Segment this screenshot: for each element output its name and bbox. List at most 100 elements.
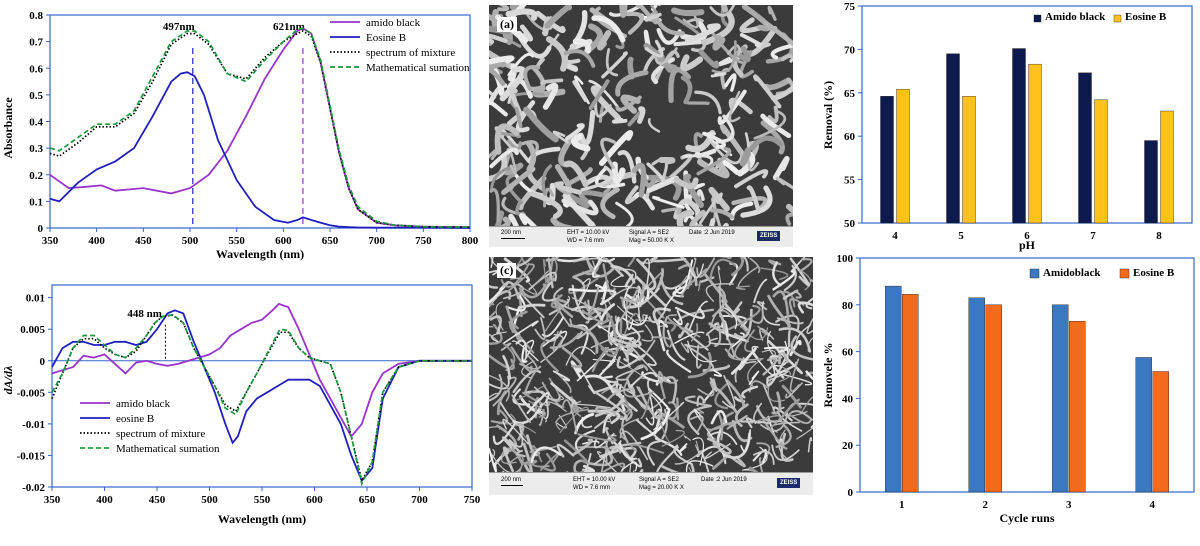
bar-amido-black [946,53,960,224]
bar-amidoblack [1052,304,1069,493]
series-line-0 [49,27,471,229]
bar-eosine-b [1028,63,1042,224]
y-tick-label: 20 [842,440,854,452]
x-tick-label: 750 [415,235,432,247]
ph-ylabel: Removal (%) [821,81,835,149]
x-tick-label: 550 [228,235,245,247]
sem-c-mag: Mag = 20.00 K X [639,485,684,491]
y-tick-label: 0.2 [29,170,43,182]
absorbance-ylabel: Absorbance [1,97,15,159]
x-tick-label: 350 [44,494,61,506]
y-tick-label: 50 [844,218,856,230]
sem-image-a: (a) 200 nm EHT = 10.00 kV WD = 7.6 mm Si… [489,5,793,247]
x-tick-label: 550 [254,494,271,506]
sem-c-info-bar: 200 nm EHT = 10.00 kV WD = 7.6 mm Signal… [489,472,813,495]
bar-eosine-b [985,304,1002,493]
y-tick-label: 0.005 [20,324,45,336]
sem-a-scale: 200 nm [501,230,522,236]
x-tick-label: 4 [1150,499,1156,511]
bar-amido-black [1144,140,1158,224]
series-line-0 [51,302,472,439]
x-tick-label: 7 [1090,230,1096,242]
ph-xlabel: pH [1019,238,1036,252]
y-tick-label: 0.5 [29,90,43,102]
sem-c-scale: 200 nm [501,477,522,483]
x-tick-label: 500 [182,235,199,247]
y-tick-label: 75 [844,1,856,13]
y-tick-label: 0.4 [29,117,43,129]
y-tick-label: 70 [844,44,856,56]
y-tick-label: 0 [848,487,854,499]
y-tick-label: 0.1 [29,196,43,208]
x-tick-label: 8 [1156,230,1162,242]
legend-label: Eosine B [366,32,406,44]
sem-a-label: (a) [497,17,517,32]
sem-a-brand-logo: ZEISS [757,231,781,241]
sem-a-date: Date :2 Jun 2019 [689,230,735,236]
sem-c-eht: EHT = 10.00 kV [573,477,616,483]
bar-eosine-b [962,96,976,224]
legend-label: Amido black [1045,11,1106,23]
sem-a-wd: WD = 7.6 mm [567,238,604,244]
y-tick-label: 0.8 [29,10,43,22]
absorbance-chart: 0 0.1 0.2 0.3 0.4 0.5 0.6 0.7 0.8 350 400 450 500 550… [1,10,479,261]
y-tick-label: 0 [38,223,44,235]
sem-a-info-bar: 200 nm EHT = 10.00 kV WD = 7.6 mm Signal… [489,226,793,247]
bar-eosine-b [1094,99,1108,224]
bar-eosine-b [902,294,919,493]
sem-a-eht: EHT = 10.00 kV [567,230,610,236]
y-tick-label: -0.005 [17,387,46,399]
y-tick-label: -0.01 [22,419,45,431]
x-tick-label: 800 [462,235,479,247]
legend-label: amido black [116,398,171,410]
legend-label: eosine B [116,413,154,425]
bar-eosine-b [896,89,910,224]
sem-c-signal: Signal A = SE2 [639,477,679,483]
x-tick-label: 3 [1066,499,1072,511]
cycles-xlabel: Cycle runs [1000,511,1055,525]
sem-image-c: (c) 200 nm EHT = 10.00 kV WD = 7.6 mm Si… [489,257,813,495]
legend-label: Amidoblack [1043,267,1101,279]
y-tick-label: 0 [40,356,46,368]
x-tick-label: 6 [1024,230,1030,242]
sem-c-texture [489,257,813,492]
x-tick-label: 400 [96,494,113,506]
legend-label: Mathematical sumation [366,62,470,74]
series-line-3 [51,313,472,487]
cycles-chart: 0 20 40 60 80 100 1 2 3 4 Amidoblack Eosine B Cycle… [821,253,1195,525]
sem-c-date: Date :2 Jun 2019 [701,477,747,483]
sem-c-label: (c) [497,263,517,278]
series-line-2 [49,30,471,229]
cycles-ylabel: Removele % [821,343,835,408]
x-tick-label: 2 [983,499,989,511]
legend-swatch [1029,268,1040,279]
bar-amido-black [880,96,894,224]
x-tick-label: 450 [135,235,152,247]
derivative-xlabel: Wavelength (nm) [218,512,306,526]
bar-amido-black [1078,72,1092,224]
bar-eosine-b [1160,110,1174,224]
legend-swatch [1119,268,1130,279]
sem-a-signal: Signal A = SE2 [629,230,669,236]
x-tick-label: 650 [322,235,339,247]
peak-label: 497nm [163,21,195,33]
sem-a-scale-bar [501,238,525,239]
y-tick-label: 40 [842,393,854,405]
y-tick-label: 65 [844,88,856,100]
y-tick-label: 0.7 [29,37,43,49]
x-tick-label: 5 [958,230,964,242]
peak-label: 621nm [273,21,305,33]
y-tick-label: 0.3 [29,143,43,155]
legend-label: Eosine B [1133,267,1175,279]
legend-swatch [1033,14,1042,23]
sem-c-brand-logo: ZEISS [777,478,801,488]
derivative-plot-area [51,284,473,488]
legend-label: Mathematical sumation [116,443,220,455]
y-tick-label: 0.6 [29,63,43,75]
x-tick-label: 650 [359,494,376,506]
legend-label: spectrum of mixture [116,428,205,440]
series-line-3 [49,27,471,229]
series-line-1 [49,71,471,229]
